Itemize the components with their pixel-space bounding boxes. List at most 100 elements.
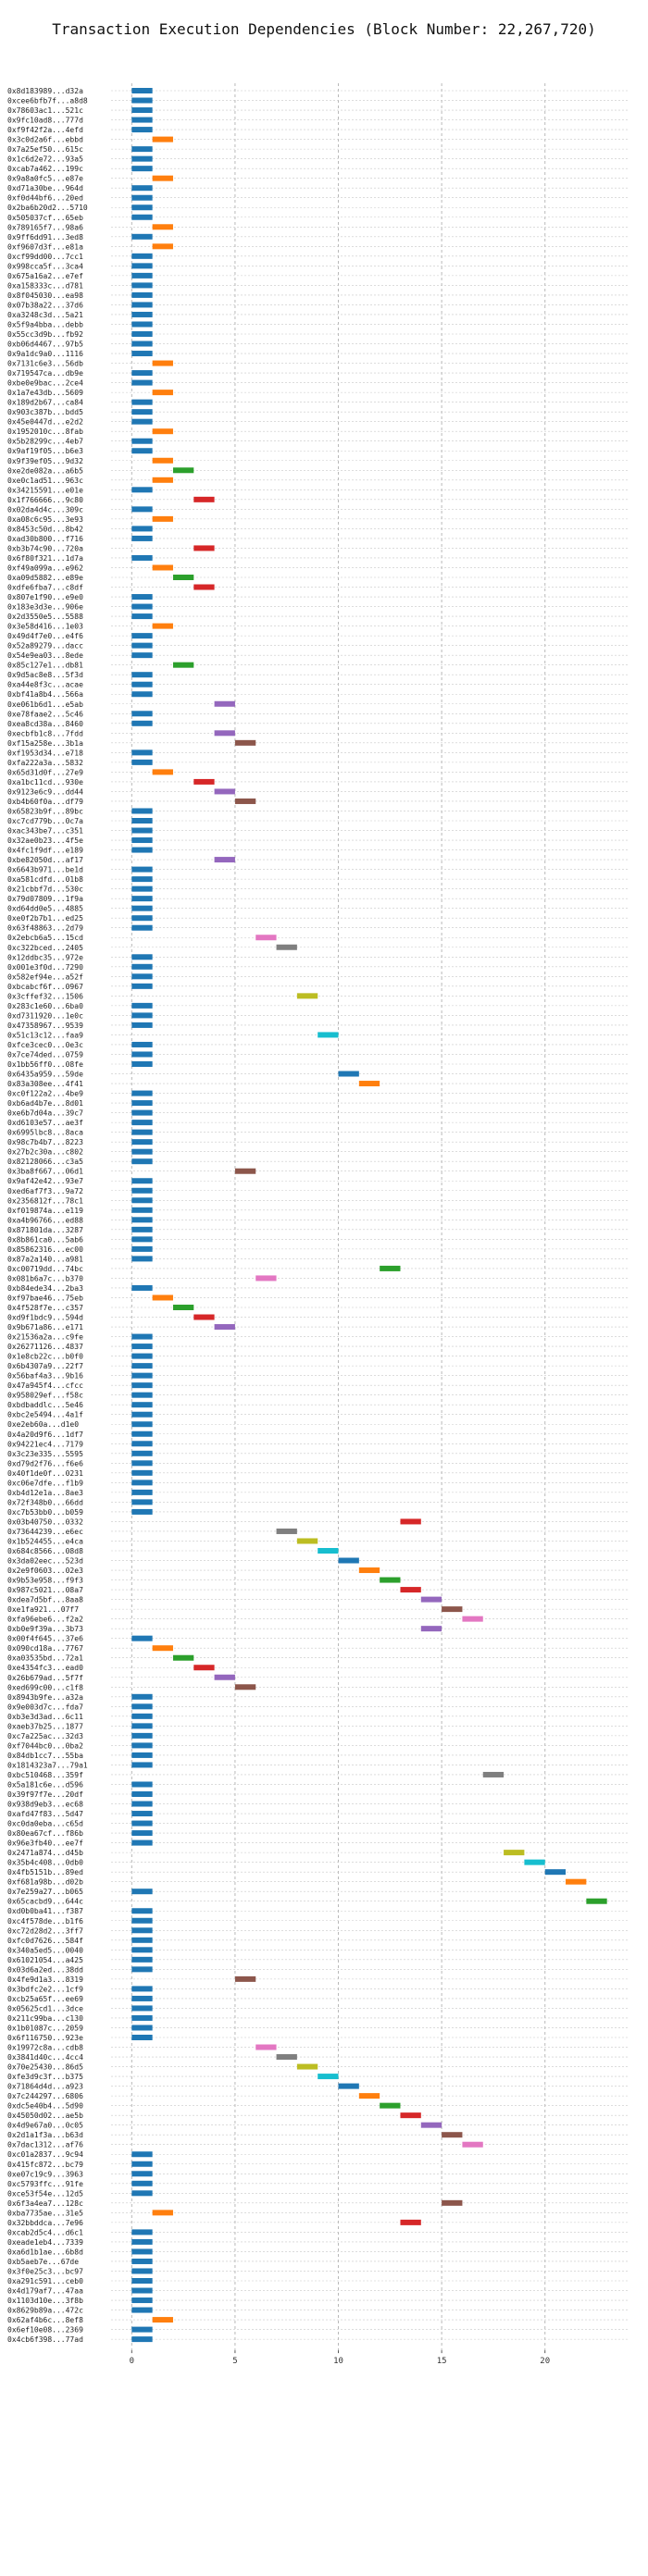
- tx-label: 0x6f80f321...1d7a: [7, 554, 83, 563]
- tx-bar: [131, 827, 153, 834]
- tx-label: 0x45e0447d...e2d2: [7, 418, 83, 427]
- tx-label: 0xad30b800...f716: [7, 535, 83, 543]
- tx-label: 0x26271126...4837: [7, 1343, 83, 1351]
- x-tick-label: 20: [540, 2357, 550, 2366]
- tx-label: 0x45050d02...ae5b: [7, 2112, 83, 2120]
- tx-label: 0x340a5ed5...0040: [7, 1946, 83, 1954]
- tx-label: 0x03d6a2ed...38dd: [7, 1965, 83, 1974]
- tx-bar: [131, 603, 153, 610]
- tx-bar: [131, 399, 153, 405]
- tx-label: 0x79d07809...1f9a: [7, 895, 83, 903]
- tx-bar: [131, 1197, 153, 1204]
- tx-bar: [152, 360, 173, 366]
- tx-bar: [276, 1528, 297, 1534]
- tx-label: 0x7dac1312...af76: [7, 2141, 83, 2149]
- tx-label: 0x21536a2a...c9fe: [7, 1333, 83, 1342]
- tx-bar: [296, 2063, 318, 2070]
- tx-label: 0x8d183989...d32a: [7, 87, 83, 95]
- tx-label: 0xe0c1ad51...963c: [7, 477, 83, 485]
- tx-bar: [172, 1654, 194, 1661]
- tx-bar: [131, 749, 153, 756]
- tx-bar: [131, 1811, 153, 1817]
- tx-label: 0x27b2c30a...c802: [7, 1148, 83, 1157]
- tx-label: 0x56baf4a3...9b16: [7, 1372, 83, 1381]
- tx-bar: [131, 155, 153, 162]
- tx-label: 0x807e1f90...e9e0: [7, 593, 83, 601]
- tx-bar: [234, 739, 256, 746]
- tx-bar: [400, 2219, 421, 2225]
- tx-bar: [193, 584, 215, 590]
- tx-label: 0x51c13c12...faa9: [7, 1031, 83, 1039]
- tx-bar: [131, 886, 153, 892]
- tx-label: 0x19972c8a...cdb8: [7, 2044, 83, 2052]
- tx-bar: [131, 896, 153, 902]
- tx-bar: [420, 1626, 442, 1632]
- tx-bar: [131, 1344, 153, 1350]
- tx-label: 0xf0d44bf6...20ed: [7, 194, 83, 203]
- tx-bar: [318, 2074, 339, 2080]
- tx-label: 0xe07c19c9...3963: [7, 2170, 83, 2178]
- x-tick-label: 5: [232, 2357, 237, 2366]
- tx-bar: [131, 2336, 153, 2343]
- tx-label: 0xa3248c3d...5a21: [7, 311, 83, 319]
- tx-label: 0x1bb56ff0...08fe: [7, 1060, 83, 1069]
- tx-label: 0xb0e9f39a...3b73: [7, 1625, 83, 1633]
- tx-label: 0x903c387b...bdd5: [7, 408, 83, 416]
- tx-bar: [131, 1226, 153, 1232]
- tx-label: 0x6f116750...923e: [7, 2034, 83, 2042]
- tx-label: 0xbcabcf6f...0967: [7, 983, 83, 991]
- tx-label: 0x2471a874...d45b: [7, 1849, 83, 1857]
- tx-label: 0xb4b60f0a...df79: [7, 798, 83, 806]
- tx-label: 0x3da02eec...523d: [7, 1557, 83, 1566]
- tx-bar: [131, 915, 153, 922]
- tx-bar: [234, 1975, 256, 1982]
- tx-bar: [255, 2044, 277, 2050]
- tx-bar: [131, 905, 153, 911]
- tx-bar: [442, 2132, 463, 2138]
- tx-bar: [131, 233, 153, 240]
- tx-bar: [131, 2171, 153, 2177]
- tx-bar: [420, 2122, 442, 2128]
- tx-label: 0xeade1eb4...7339: [7, 2238, 83, 2247]
- tx-bar: [131, 1353, 153, 1359]
- tx-bar: [131, 117, 153, 123]
- tx-label: 0x94221ec4...7179: [7, 1440, 83, 1448]
- tx-bar: [131, 2035, 153, 2040]
- tx-label: 0xcb25a65f...ee69: [7, 1995, 83, 2003]
- tx-label: 0x80ea67cf...f86b: [7, 1829, 83, 1838]
- tx-label: 0x9123e6c9...dd44: [7, 787, 83, 796]
- tx-label: 0xbc510468...359f: [7, 1771, 83, 1779]
- tx-label: 0x9b671a86...e171: [7, 1323, 83, 1331]
- tx-bar: [131, 642, 153, 649]
- tx-bar: [400, 2112, 421, 2119]
- tx-bar: [420, 1596, 442, 1603]
- tx-label: 0xc7b53bb0...b059: [7, 1508, 83, 1517]
- tx-label: 0x2d1a1f3a...b63d: [7, 2131, 83, 2139]
- tx-label: 0x958029ef...f58c: [7, 1392, 83, 1400]
- tx-bar: [131, 1402, 153, 1408]
- tx-label: 0x6995lbc8...8aca: [7, 1129, 83, 1137]
- tx-bar: [152, 390, 173, 396]
- tx-label: 0xf7044bc0...0ba2: [7, 1741, 83, 1750]
- tx-bar: [131, 1752, 153, 1758]
- tx-bar: [152, 136, 173, 142]
- tx-bar: [131, 1392, 153, 1398]
- tx-label: 0xfa96ebe6...f2a2: [7, 1616, 83, 1624]
- tx-bar: [172, 467, 194, 474]
- tx-label: 0x5a181c6e...d596: [7, 1780, 83, 1789]
- tx-label: 0x84db1cc7...55ba: [7, 1752, 83, 1760]
- tx-bar: [214, 1674, 235, 1680]
- tx-bar: [131, 1284, 153, 1291]
- tx-label: 0xe2de082a...a6b5: [7, 466, 83, 475]
- tx-bar: [131, 963, 153, 970]
- tx-label: 0x05625cd1...3dce: [7, 2004, 83, 2012]
- tx-label: 0x02da4d4c...309c: [7, 505, 83, 514]
- tx-bar: [462, 1616, 483, 1622]
- tx-label: 0x39f97f7e...20df: [7, 1790, 83, 1799]
- tx-bar: [442, 1606, 463, 1613]
- tx-label: 0xd7311920...1e0c: [7, 1011, 83, 1020]
- tx-bar: [131, 1635, 153, 1641]
- tx-label: 0x61021054...a425: [7, 1956, 83, 1964]
- tx-bar: [131, 1421, 153, 1428]
- tx-label: 0x6435a959...59de: [7, 1071, 83, 1079]
